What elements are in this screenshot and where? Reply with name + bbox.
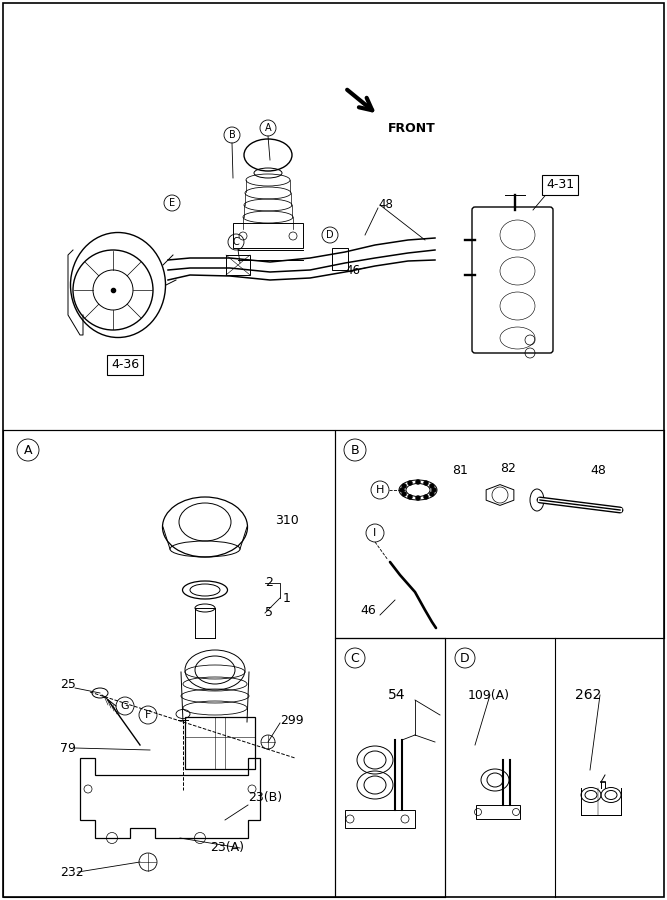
Text: A: A (24, 444, 32, 456)
Bar (335, 430, 664, 638)
Circle shape (416, 480, 420, 484)
Bar (185, 717, 255, 769)
Circle shape (416, 496, 420, 500)
Bar (332, 248, 348, 270)
Bar (226, 255, 250, 275)
Text: 46: 46 (360, 604, 376, 617)
Text: I: I (374, 528, 377, 538)
Bar (233, 223, 303, 248)
Text: D: D (326, 230, 334, 240)
Text: C: C (351, 652, 360, 664)
Text: 46: 46 (345, 264, 360, 276)
Text: 23(B): 23(B) (248, 791, 282, 805)
Circle shape (424, 481, 428, 486)
Text: 262: 262 (575, 688, 602, 702)
Text: 79: 79 (60, 742, 76, 754)
Circle shape (408, 494, 412, 500)
Text: E: E (169, 198, 175, 208)
Text: 4-31: 4-31 (546, 178, 574, 192)
Circle shape (430, 483, 434, 489)
Text: 48: 48 (378, 199, 393, 212)
Text: H: H (376, 485, 384, 495)
Text: B: B (229, 130, 235, 140)
Text: 5: 5 (265, 607, 273, 619)
Bar (476, 805, 520, 819)
Text: 299: 299 (280, 714, 303, 726)
Text: 4-36: 4-36 (111, 358, 139, 372)
Circle shape (402, 483, 407, 489)
Circle shape (408, 481, 412, 486)
Text: B: B (351, 444, 360, 456)
Text: FRONT: FRONT (388, 122, 436, 134)
Text: 48: 48 (590, 464, 606, 476)
Text: A: A (265, 123, 271, 133)
Bar (335, 638, 445, 897)
Text: 23(A): 23(A) (210, 842, 244, 854)
Bar (345, 810, 415, 828)
Text: 82: 82 (500, 462, 516, 474)
Circle shape (402, 491, 407, 497)
Text: 1: 1 (283, 591, 291, 605)
Text: 2: 2 (265, 577, 273, 590)
Text: G: G (121, 701, 129, 711)
Circle shape (432, 488, 436, 492)
Text: 54: 54 (388, 688, 406, 702)
Circle shape (430, 491, 434, 497)
Circle shape (424, 494, 428, 500)
Text: 25: 25 (60, 679, 76, 691)
Text: C: C (233, 237, 239, 247)
Text: 81: 81 (452, 464, 468, 476)
Text: F: F (145, 710, 151, 720)
Text: 310: 310 (275, 514, 299, 526)
Bar (3, 430, 335, 897)
Circle shape (400, 488, 404, 492)
Text: 109(A): 109(A) (468, 688, 510, 701)
Text: 232: 232 (60, 866, 83, 878)
Text: D: D (460, 652, 470, 664)
